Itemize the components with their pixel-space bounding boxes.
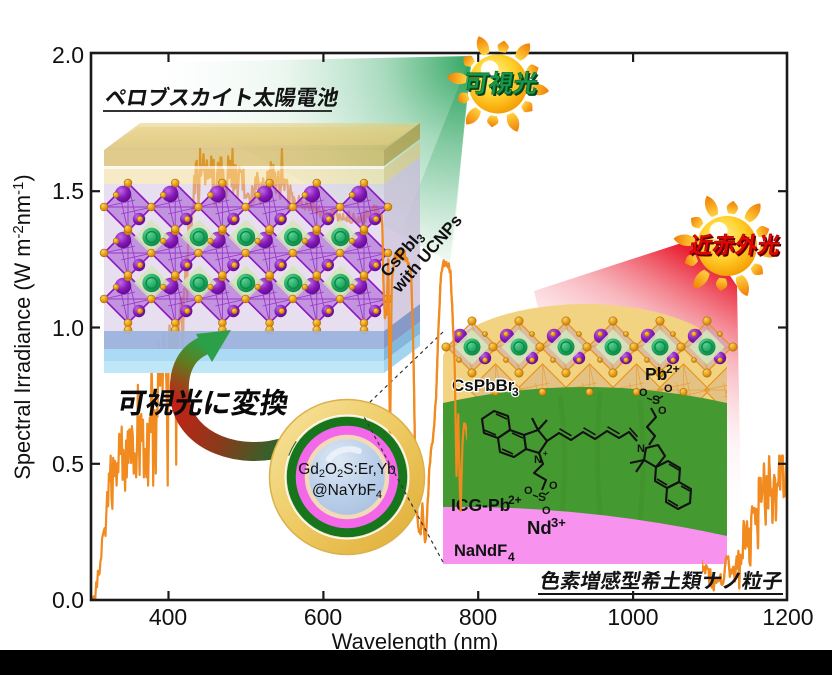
svg-text:S: S bbox=[538, 490, 546, 504]
svg-text:S: S bbox=[652, 393, 660, 407]
svg-text:4: 4 bbox=[508, 550, 515, 564]
svg-text:3+: 3+ bbox=[551, 515, 566, 530]
svg-text:1.5: 1.5 bbox=[52, 178, 84, 204]
svg-text:O: O bbox=[664, 383, 673, 395]
svg-text:400: 400 bbox=[149, 604, 187, 630]
svg-text:2+: 2+ bbox=[666, 362, 680, 376]
svg-text:N: N bbox=[534, 454, 542, 466]
svg-text:NaNdF: NaNdF bbox=[454, 542, 507, 560]
svg-text:1.0: 1.0 bbox=[52, 315, 84, 341]
svg-text:N: N bbox=[637, 443, 645, 455]
svg-text:O: O bbox=[658, 405, 667, 417]
svg-text:Nd: Nd bbox=[527, 517, 552, 538]
svg-text:O: O bbox=[639, 387, 648, 399]
svg-text:0.5: 0.5 bbox=[52, 451, 84, 477]
svg-text:1000: 1000 bbox=[607, 604, 658, 630]
svg-text:@NaYbF4: @NaYbF4 bbox=[312, 482, 382, 501]
svg-text:3: 3 bbox=[512, 385, 519, 399]
svg-text:ICG-Pb: ICG-Pb bbox=[451, 495, 510, 515]
svg-text:Spectral Irradiance (W m-2nm-1: Spectral Irradiance (W m-2nm-1) bbox=[10, 174, 35, 479]
svg-text:0.0: 0.0 bbox=[52, 587, 84, 613]
svg-text:1200: 1200 bbox=[762, 604, 813, 630]
svg-text:Wavelength (nm): Wavelength (nm) bbox=[332, 629, 499, 654]
svg-text:O: O bbox=[542, 505, 551, 517]
svg-text:2+: 2+ bbox=[508, 493, 522, 507]
svg-text:Gd2O2S:Er,Yb: Gd2O2S:Er,Yb bbox=[298, 461, 396, 480]
svg-text:600: 600 bbox=[304, 604, 342, 630]
svg-text:O: O bbox=[524, 485, 533, 497]
svg-text:+: + bbox=[543, 449, 548, 458]
svg-text:2.0: 2.0 bbox=[52, 42, 84, 68]
svg-text:Pb: Pb bbox=[645, 364, 667, 384]
svg-text:O: O bbox=[549, 480, 558, 492]
svg-text:CsPbBr: CsPbBr bbox=[452, 376, 515, 395]
svg-text:800: 800 bbox=[459, 604, 497, 630]
